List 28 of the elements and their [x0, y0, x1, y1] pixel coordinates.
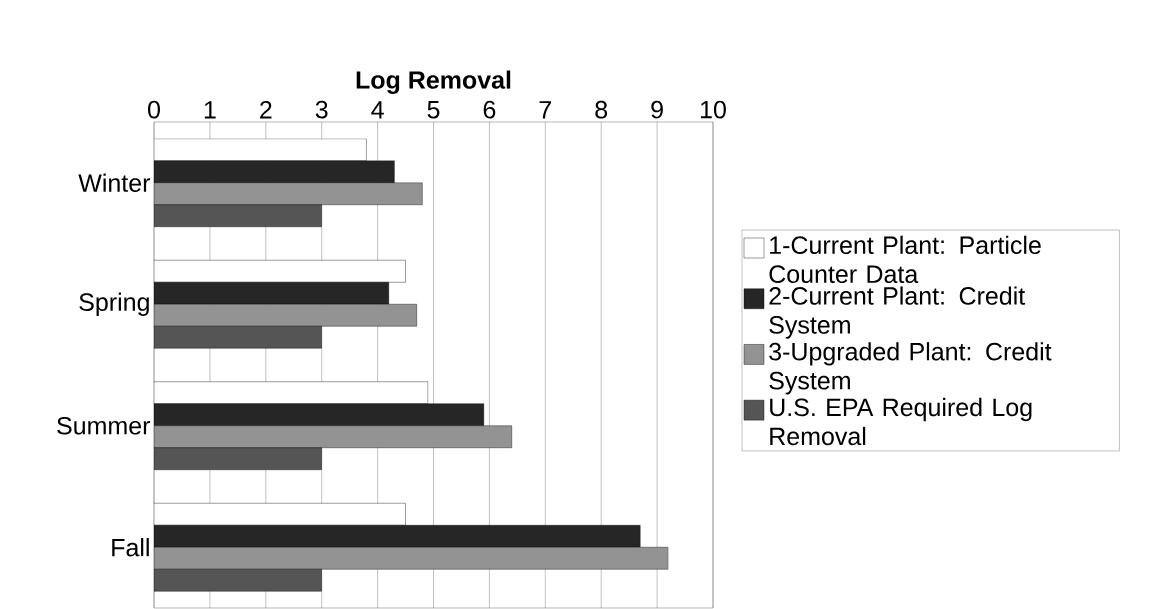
legend-label: 2-Current Plant: Credit System: [769, 286, 1026, 339]
x-tick-label: 8: [595, 100, 608, 119]
x-tick-label: 4: [371, 101, 384, 119]
y-tick-label: Summer: [57, 416, 151, 435]
x-tick-label: 7: [539, 101, 551, 119]
x-tick-label: 10: [701, 100, 726, 119]
x-tick-label: 3: [315, 100, 328, 119]
bar: [154, 547, 669, 570]
x-tick-label: 5: [427, 101, 440, 119]
bar: [154, 425, 512, 448]
y-tick-label: Winter: [78, 173, 151, 192]
legend-label: 3-Upgraded Plant: Credit System: [769, 342, 1052, 395]
bar: [154, 160, 395, 183]
y-tick-label: Fall: [112, 538, 149, 557]
x-tick-label: 0: [148, 100, 160, 119]
x-axis-title: Log Removal: [356, 70, 511, 94]
bar: [154, 282, 389, 305]
bar: [154, 403, 485, 426]
x-tick-label: 6: [483, 100, 496, 119]
x-tick-label: 2: [260, 101, 272, 119]
legend-label: U.S. EPA Required Log Removal: [770, 397, 1032, 446]
x-tick-label: 9: [651, 100, 663, 119]
x-tick-label: 1: [204, 101, 216, 119]
legend-label: 1-Current Plant: Particle Counter Data: [769, 235, 1041, 284]
bar: [154, 525, 641, 548]
bar: [154, 304, 417, 327]
bar: [154, 182, 423, 205]
y-tick-label: Spring: [79, 292, 149, 316]
